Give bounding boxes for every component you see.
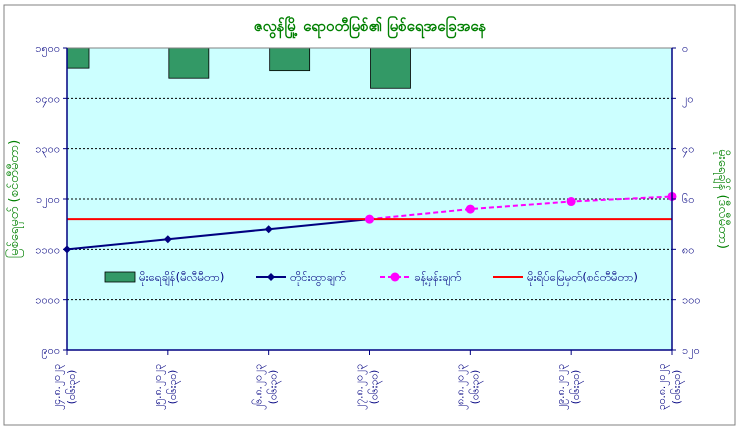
x-tick-label-time: (၀၆း၃၀): [468, 370, 483, 404]
y-tick-label-left: ၁၃၀၀: [35, 143, 60, 158]
x-tick-label-date: ၃၀.၈.၂၀၂၃: [656, 364, 670, 411]
x-tick-label-time: (၀၆း၃၀): [166, 370, 181, 404]
legend-marker: [267, 273, 275, 281]
x-tick-label-time: (၀၆း၃၀): [368, 370, 383, 404]
x-tick-label-time: (၀၆း၃၀): [65, 370, 80, 404]
y-tick-label-right: ၁၂၀: [682, 344, 700, 359]
y-tick-label-left: ၁၀၀၀: [35, 294, 60, 307]
y-tick-label-right: ၁၀၀: [682, 294, 701, 307]
y-tick-label-left: ၁၄၀၀: [35, 92, 60, 107]
rainfall-bar: [168, 47, 210, 79]
y-axis-label-left: မြစ်ရေမှတ် (စင်တီမီတာ): [5, 140, 24, 258]
forecast-line: [369, 195, 673, 221]
y-tick-label-right: ၆၀: [682, 193, 694, 206]
y-tick-label-left: ၁၂၀၀: [36, 193, 60, 208]
legend-swatch-rainfall: [104, 271, 136, 283]
y-tick-label-right: ၈၀: [682, 243, 694, 256]
x-tick-label-time: (၀၆း၃၀): [569, 370, 584, 404]
observed-point: [264, 225, 273, 234]
x-tick-label-date: ၂၄.၈.၂၀၂၃: [51, 364, 65, 410]
plot-area: [67, 48, 672, 350]
legend: မိုးရေချိန်(မီလီမီတာ) တိုင်းထွာချက် ခန့်မှ…: [104, 270, 638, 286]
x-tick-label-date: ၂၆.၈.၂၀၂၃: [252, 364, 267, 410]
legend-label: မိုးရေချိန်(မီလီမီတာ): [139, 270, 224, 286]
observed-point: [163, 235, 172, 244]
legend-marker: [390, 272, 400, 282]
x-tick-label-time: (၀၆း၃၀): [267, 370, 282, 404]
rainfall-bar: [269, 47, 311, 72]
x-tick-label-time: (၀၆း၃၀): [670, 370, 685, 404]
legend-label: တိုင်းထွာချက်: [290, 270, 346, 286]
y-tick-label-right: ၀: [682, 42, 688, 55]
x-tick-label-date: ၂၉.၈.၂၀၂၃: [555, 364, 569, 410]
legend-label: ခန့်မှန်းချက်: [414, 270, 461, 286]
forecast-point: [566, 197, 576, 207]
y-tick-label-left: ၉၀၀: [41, 344, 60, 359]
forecast-point: [465, 204, 475, 214]
y-tick-label-right: ၄၀: [682, 143, 694, 158]
y-tick-label-left: ၁၅၀၀: [35, 42, 60, 57]
legend-label: မိုးရိပ်မြေမှတ်(စင်တီမီတာ): [527, 270, 638, 286]
x-tick-label-date: ၂၇.၈.၂၀၂၃: [354, 364, 368, 410]
y-axis-label-right: မိုးရေချိန် (ဒီလီမီတာ): [713, 149, 731, 249]
x-tick-label-date: ၂၅.၈.၂၀၂၃: [152, 364, 166, 410]
forecast-point: [365, 214, 374, 224]
axes: ၉၀၀ ၁၀၀၀ ၁၁၀၀ ၁၂၀၀ ၁၃၀၀ ၁၄၀၀ ၁၅၀၀ ၀၂၀၄၀၆၀၈၀၁၀၀၁…: [35, 42, 700, 410]
x-tick-label-date: ၂၈.၈.၂၀၂၃: [454, 364, 468, 410]
y-tick-label-right: ၂၀: [682, 92, 694, 107]
y-tick-label-left: ၁၁၀၀: [35, 243, 60, 256]
rainfall-bar: [370, 47, 411, 89]
observed-line: [66, 218, 370, 251]
rainfall-bar: [66, 47, 90, 69]
